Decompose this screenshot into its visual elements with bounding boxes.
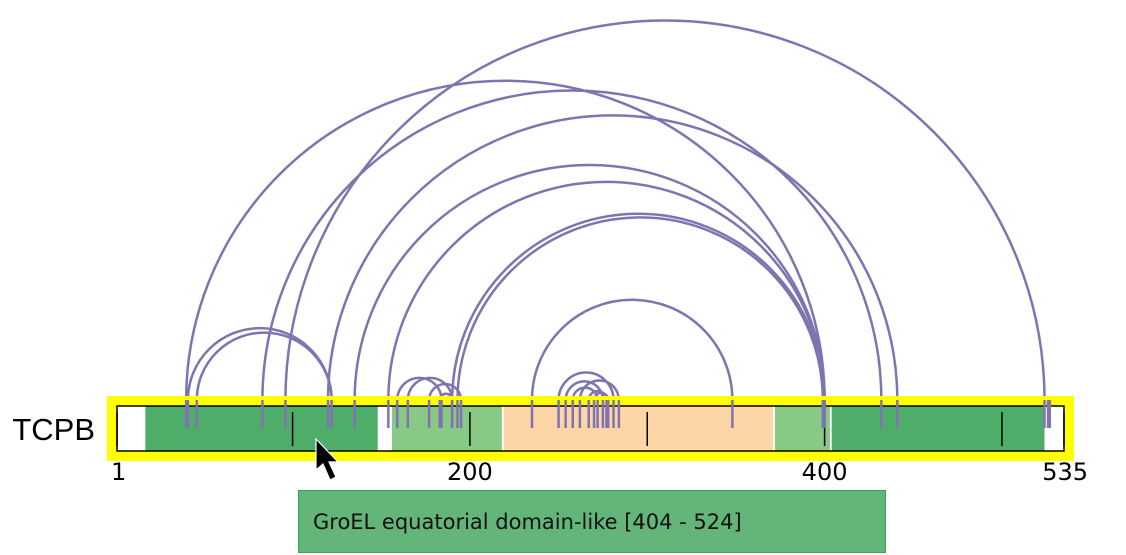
crosslink-arc[interactable] — [427, 382, 463, 401]
crosslink-arc[interactable] — [530, 298, 734, 401]
axis-tick-label: 535 — [1042, 458, 1088, 486]
domain-tooltip: GroEL equatorial domain-like [404 - 524] — [298, 490, 886, 553]
crosslink-arc[interactable] — [387, 180, 826, 401]
crosslink-arc[interactable] — [450, 212, 826, 401]
axis-tick-label: 1 — [111, 458, 126, 486]
crosslink-arc[interactable] — [326, 114, 899, 401]
domain-2[interactable] — [391, 406, 502, 451]
domain-3[interactable] — [503, 406, 774, 451]
axis-tick-label: 400 — [802, 458, 848, 486]
crosslink-arc[interactable] — [395, 376, 443, 401]
crosslink-arc[interactable] — [284, 20, 1046, 401]
domain-tooltip-text: GroEL equatorial domain-like [404 - 524] — [313, 509, 742, 534]
crosslink-arc[interactable] — [184, 79, 826, 401]
crosslink-arc[interactable] — [557, 371, 615, 401]
crosslink-arc[interactable] — [578, 379, 621, 401]
protein-name-label[interactable]: TCPB — [12, 412, 95, 447]
crosslink-arc[interactable] — [186, 326, 333, 401]
crosslink-arcs — [184, 20, 1052, 401]
crosslink-ends — [184, 400, 1052, 428]
cursor-arrow-icon — [315, 437, 340, 481]
domain-5[interactable] — [831, 406, 1045, 451]
axis-tick-labels: 1 200 400 535 — [111, 458, 1088, 486]
crosslink-arc[interactable] — [261, 89, 883, 401]
crosslink-arc[interactable] — [406, 376, 454, 401]
axis-tick-label: 200 — [447, 458, 493, 486]
crosslink-arc[interactable] — [456, 216, 825, 401]
axis-ticks — [116, 412, 1065, 446]
crosslink-arc[interactable] — [353, 164, 826, 401]
domain-4[interactable] — [774, 406, 830, 451]
